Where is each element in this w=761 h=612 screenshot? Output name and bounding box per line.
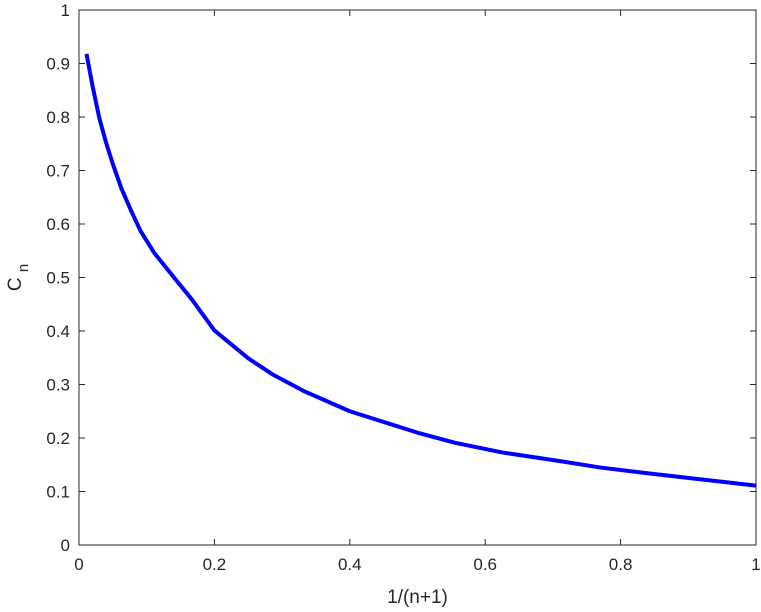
x-tick-label: 0.8 bbox=[609, 555, 633, 574]
x-tick-label: 0 bbox=[74, 555, 83, 574]
x-tick-label: 1 bbox=[751, 555, 760, 574]
y-tick-label: 0.1 bbox=[46, 483, 70, 502]
y-tick-label: 0.3 bbox=[46, 376, 70, 395]
y-tick-label: 0.9 bbox=[46, 55, 70, 74]
plot-area bbox=[79, 10, 756, 545]
y-axis-label-subscript: n bbox=[15, 264, 32, 272]
y-tick-label: 0 bbox=[61, 536, 70, 555]
x-tick-label: 0.4 bbox=[338, 555, 362, 574]
x-tick-label: 0.2 bbox=[203, 555, 227, 574]
axes-box bbox=[78, 9, 757, 546]
y-ticks: 0 0.1 0.2 0.3 0.4 0.5 0.6 0.7 0.8 0.9 1 bbox=[46, 1, 756, 555]
y-tick-label: 1 bbox=[61, 1, 70, 20]
y-tick-label: 0.4 bbox=[46, 322, 70, 341]
y-tick-label: 0.5 bbox=[46, 269, 70, 288]
x-ticks: 0 0.2 0.4 0.6 0.8 1 bbox=[74, 10, 761, 574]
y-axis-label: C n bbox=[5, 264, 32, 291]
y-tick-label: 0.6 bbox=[46, 215, 70, 234]
y-tick-label: 0.2 bbox=[46, 429, 70, 448]
series-layer bbox=[84, 53, 757, 488]
y-tick-label: 0.7 bbox=[46, 162, 70, 181]
series-line bbox=[84, 53, 757, 488]
y-tick-label: 0.8 bbox=[46, 108, 70, 127]
x-axis-label: 1/(n+1) bbox=[387, 587, 448, 608]
y-axis-label-main: C bbox=[5, 277, 26, 291]
x-tick-label: 0.6 bbox=[473, 555, 497, 574]
